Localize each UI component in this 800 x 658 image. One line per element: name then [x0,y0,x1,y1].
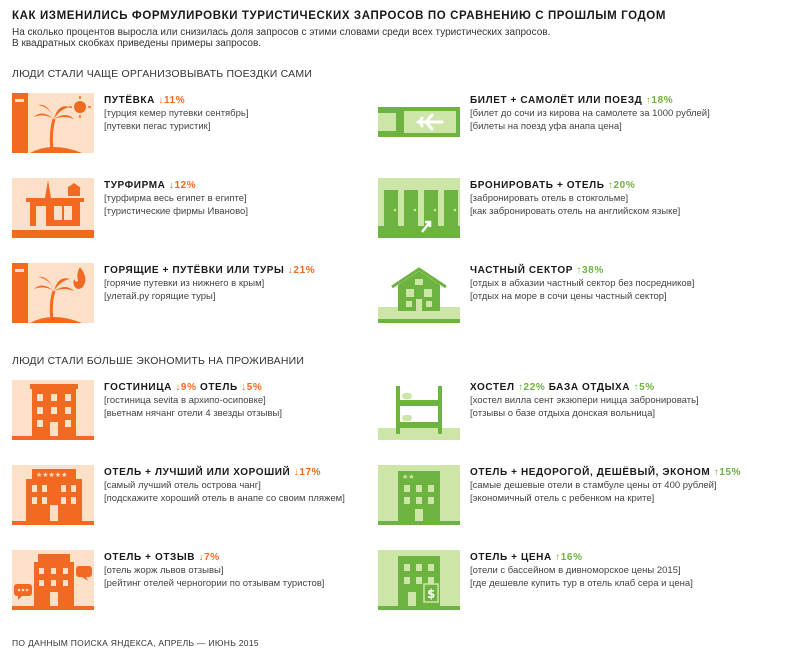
item-example: [турция кемер путевки сентябрь] [104,108,249,119]
svg-text:★★★★★: ★★★★★ [36,471,67,479]
house-icon [378,263,460,323]
svg-text:★★: ★★ [402,473,415,481]
item-percent-secondary: ↑5% [633,382,655,393]
item-label-secondary: ОТЕЛЬ [199,382,238,393]
item-example: [экономичный отель с ребенком на крите] [470,493,655,504]
item-example: [самый лучший отель острова чанг] [104,480,261,491]
hotel-dollar-icon: $ [378,550,460,610]
source-footer: ПО ДАННЫМ ПОИСКА ЯНДЕКСА, АПРЕЛЬ — ИЮНЬ … [12,638,259,648]
item-percent-secondary: ↓5% [241,382,263,393]
item-label-secondary: БАЗА ОТДЫХА [548,382,631,393]
section-heading-saving: ЛЮДИ СТАЛИ БОЛЬШЕ ЭКОНОМИТЬ НА ПРОЖИВАНИ… [12,355,305,367]
item-example: [туристические фирмы Иваново] [104,206,248,217]
hotel-icon [12,380,94,440]
item-label: ОТЕЛЬ + ОТЗЫВ [104,552,196,563]
item-label: ГОРЯЩИЕ + ПУТЁВКИ ИЛИ ТУРЫ [104,265,285,276]
item-label: ОТЕЛЬ + НЕДОРОГОЙ, ДЕШЁВЫЙ, ЭКОНОМ [470,467,711,478]
item-label: ЧАСТНЫЙ СЕКТОР [470,265,574,276]
item-hostel: ХОСТЕЛ ↑22% БАЗА ОТДЫХА ↑5% [хостел вилл… [378,380,768,445]
item-example: [самые дешевые отели в стамбуле цены от … [470,480,717,491]
item-label: ОТЕЛЬ + ЦЕНА [470,552,552,563]
item-example: [горячие путевки из нижнего в крым] [104,278,265,289]
item-label: ПУТЁВКА [104,95,155,106]
item-bronirovat: БРОНИРОВАТЬ + ОТЕЛЬ ↑20% [забронировать … [378,178,768,243]
item-percent: ↓11% [158,95,186,106]
bunk-bed-icon [378,380,460,440]
item-example: [гостиница sevita в архипо-осиповке] [104,395,266,406]
subtitle-line-2: В квадратных скобках приведены примеры з… [12,38,262,49]
item-example: [отель жорж львов отзывы] [104,565,224,576]
item-otel-otzyv: ОТЕЛЬ + ОТЗЫВ ↓7% [отель жорж львов отзы… [12,550,402,615]
item-example: [отдых на море в сочи цены частный секто… [470,291,667,302]
item-goryashchie: ГОРЯЩИЕ + ПУТЁВКИ ИЛИ ТУРЫ ↓21% [горячие… [12,263,402,328]
ticket-plane-icon [378,93,460,153]
item-percent: ↓17% [293,467,322,478]
item-label: ХОСТЕЛ [470,382,515,393]
item-turfirma: ТУРФИРМА ↓12% [турфирма весь египет в ег… [12,178,402,243]
item-example: [билет до сочи из кирова на самолете за … [470,108,710,119]
item-example: [отзывы о базе отдыха донская вольница] [470,408,655,419]
doors-arrow-icon [378,178,460,238]
item-percent: ↓7% [198,552,220,563]
item-example: [билеты на поезд уфа анапа цена] [470,121,622,132]
item-percent: ↑38% [576,265,604,276]
item-example: [где дешевле купить тур в отель клаб сер… [470,578,693,589]
item-otel-luchshiy: ★★★★★ ОТЕЛЬ + ЛУЧШИЙ ИЛИ ХОРОШИЙ ↓17% [с… [12,465,402,530]
item-example: [как забронировать отель на английском я… [470,206,681,217]
item-example: [турфирма весь египет в египте] [104,193,247,204]
item-percent: ↓12% [168,180,197,191]
item-example: [подскажите хороший отель в анапе со сво… [104,493,345,504]
item-percent: ↑16% [555,552,583,563]
item-percent: ↑20% [607,180,636,191]
palm-fire-icon [12,263,94,323]
hotel-stars-icon: ★★★★★ [12,465,94,525]
page-title: КАК ИЗМЕНИЛИСЬ ФОРМУЛИРОВКИ ТУРИСТИЧЕСКИ… [12,10,667,22]
item-example: [улетай.ру горящие туры] [104,291,216,302]
item-percent: ↓21% [287,265,316,276]
hotel-two-stars-icon: ★★ [378,465,460,525]
hotel-chat-icon [12,550,94,610]
item-percent: ↓9% [175,382,197,393]
palm-tree-icon [12,93,94,153]
item-otel-nedorogoy: ★★ ОТЕЛЬ + НЕДОРОГОЙ, ДЕШЁВЫЙ, ЭКОНОМ ↑1… [378,465,768,530]
item-example: [рейтинг отелей черногории по отзывам ту… [104,578,325,589]
svg-text:$: $ [427,587,435,601]
item-gostinitsa: ГОСТИНИЦА ↓9% ОТЕЛЬ ↓5% [гостиница sevit… [12,380,402,445]
item-otel-tsena: $ ОТЕЛЬ + ЦЕНА ↑16% [отели с бассейном в… [378,550,768,615]
item-example: [путевки пегас туристик] [104,121,211,132]
item-label: БИЛЕТ + САМОЛЁТ ИЛИ ПОЕЗД [470,95,643,106]
item-example: [отели с бассейном в дивноморское цены 2… [470,565,681,576]
item-example: [вьетнам нячанг отели 4 звезды отзывы] [104,408,282,419]
item-label: ТУРФИРМА [104,180,166,191]
item-label: БРОНИРОВАТЬ + ОТЕЛЬ [470,180,605,191]
item-bilet: БИЛЕТ + САМОЛЁТ ИЛИ ПОЕЗД ↑18% [билет до… [378,93,768,158]
eiffel-building-icon [12,178,94,238]
item-putevka: ПУТЁВКА ↓11% [турция кемер путевки сентя… [12,93,402,158]
item-example: [хостел вилла сент экзюпери ницца заброн… [470,395,699,406]
item-example: [забронировать отель в стокгольме] [470,193,629,204]
item-example: [отдых в абхазии частный сектор без поср… [470,278,695,289]
item-chastny-sektor: ЧАСТНЫЙ СЕКТОР ↑38% [отдых в абхазии час… [378,263,768,328]
subtitle-line-1: На сколько процентов выросла или снизила… [12,27,551,38]
item-percent: ↑22% [517,382,546,393]
item-percent: ↑15% [713,467,742,478]
item-label: ГОСТИНИЦА [104,382,172,393]
section-heading-self-organized: ЛЮДИ СТАЛИ ЧАЩЕ ОРГАНИЗОВЫВАТЬ ПОЕЗДКИ С… [12,68,313,80]
item-percent: ↑18% [645,95,674,106]
item-label: ОТЕЛЬ + ЛУЧШИЙ ИЛИ ХОРОШИЙ [104,467,291,478]
